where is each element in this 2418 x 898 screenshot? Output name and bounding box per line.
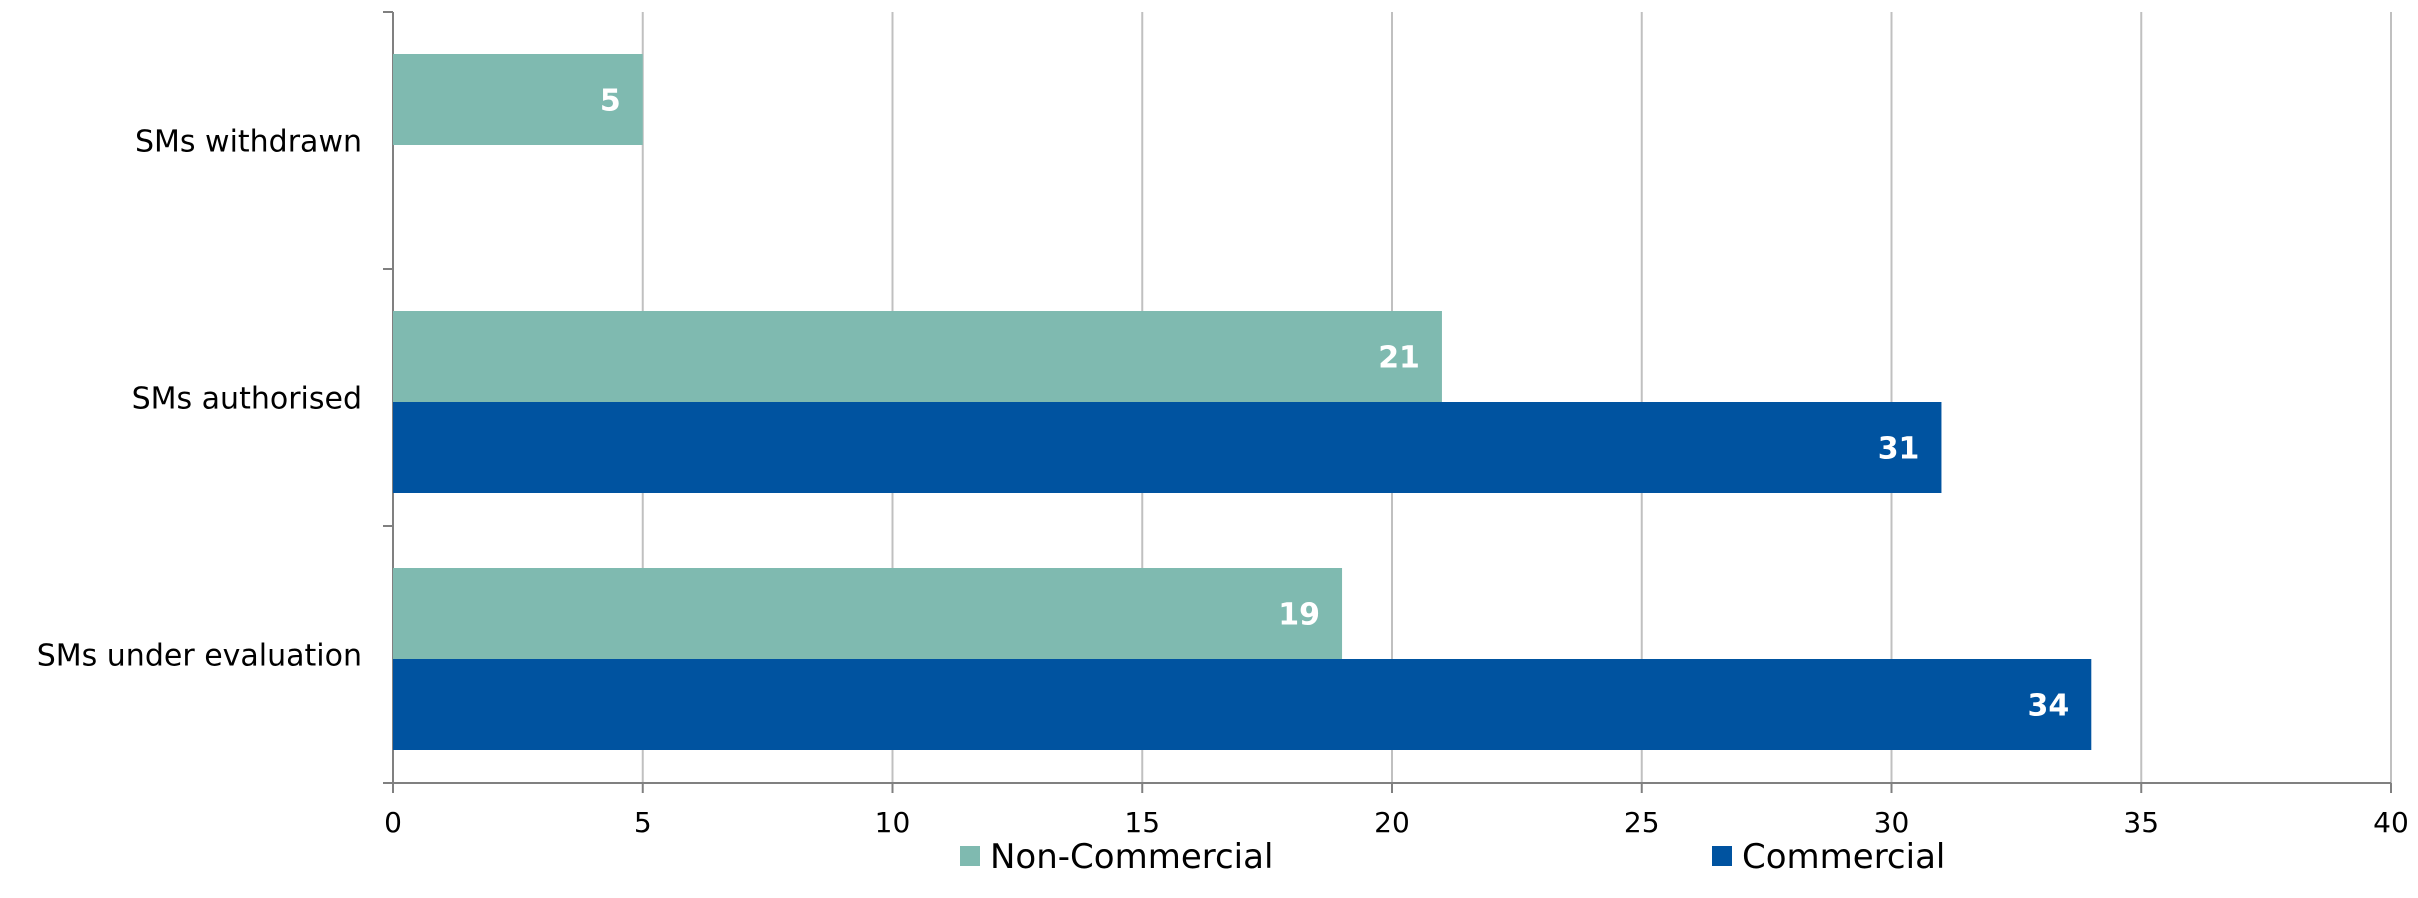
data-label: 5	[600, 84, 621, 119]
x-tick-label-25: 25	[1624, 806, 1660, 839]
bar-commercial	[393, 402, 1942, 493]
bar-non-commercial	[393, 568, 1343, 659]
legend-swatch-commercial	[1712, 846, 1732, 866]
category-label: SMs authorised	[132, 382, 362, 417]
legend-label-commercial: Commercial	[1742, 837, 1945, 877]
bar-non-commercial	[393, 311, 1442, 402]
data-label: 19	[1278, 598, 1320, 633]
bars: 5 21 31 19 34	[393, 54, 2092, 750]
x-tick-label-0: 0	[384, 806, 402, 839]
bar-commercial	[393, 659, 2092, 750]
category-labels: SMs withdrawn SMs authorised SMs under eva…	[37, 125, 362, 674]
x-tick-label-20: 20	[1374, 806, 1410, 839]
category-label: SMs under evaluation	[37, 639, 362, 674]
x-tick-label-5: 5	[634, 806, 652, 839]
x-tick-label-40: 40	[2373, 806, 2409, 839]
legend-swatch-non-commercial	[960, 846, 980, 866]
x-tick-label-15: 15	[1124, 806, 1160, 839]
legend: Non-Commercial Commercial	[960, 837, 1945, 877]
data-label: 21	[1378, 341, 1420, 376]
bar-non-commercial	[393, 54, 643, 145]
data-label: 31	[1878, 432, 1920, 467]
x-tick-label-30: 30	[1874, 806, 1910, 839]
data-label: 34	[2028, 689, 2070, 724]
legend-label-non-commercial: Non-Commercial	[990, 837, 1273, 877]
x-axis-ticks: 0 5 10 15 20 25 30 35 40	[384, 783, 2409, 839]
x-tick-label-10: 10	[875, 806, 911, 839]
category-label: SMs withdrawn	[135, 125, 362, 160]
x-tick-label-35: 35	[2123, 806, 2159, 839]
